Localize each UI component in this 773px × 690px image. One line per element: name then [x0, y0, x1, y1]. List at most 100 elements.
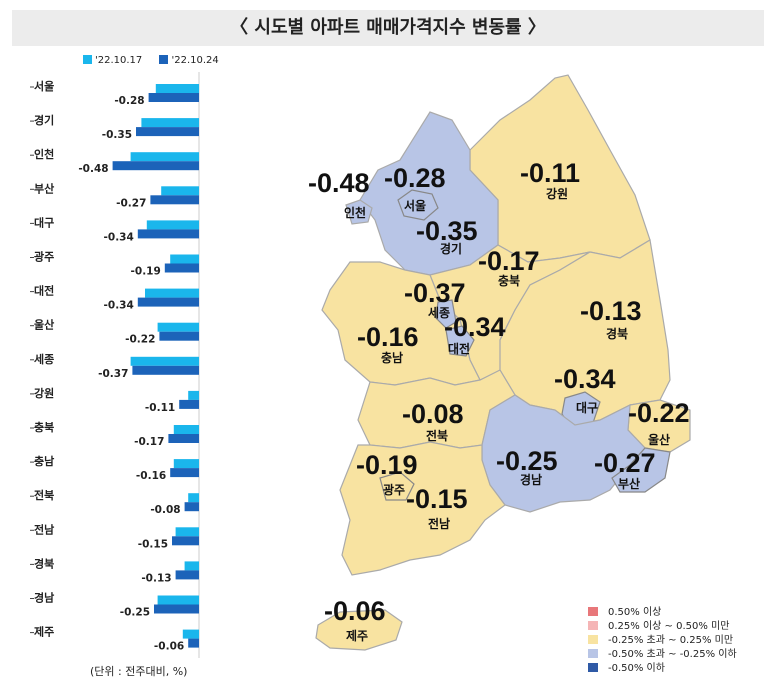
- bar-week1: [175, 527, 199, 537]
- bar-row-5: 광주 -0.19: [30, 251, 199, 278]
- bar-week1: [188, 390, 199, 400]
- map-legend-swatch: [588, 621, 598, 630]
- map-name-ulsan: 울산: [648, 432, 670, 447]
- map-value-ulsan: -0.22: [628, 398, 690, 428]
- map-legend-item: -0.50% 초과 ~ -0.25% 이하: [588, 648, 737, 662]
- region-seoul: [397, 189, 439, 221]
- map-value-gyeongnam: -0.25: [496, 446, 558, 476]
- category-label: 서울: [34, 79, 54, 93]
- category-label: 광주: [34, 251, 54, 264]
- bar-week1: [170, 254, 199, 264]
- bar-week2: [137, 297, 199, 307]
- map-value-jeju: -0.06: [324, 596, 386, 626]
- region-busan: [611, 447, 671, 493]
- bar-week1: [173, 459, 199, 469]
- category-label: 전남: [34, 522, 54, 536]
- legend-swatch-week1: [83, 55, 92, 64]
- bar-row-11: 충남 -0.16: [30, 454, 199, 482]
- legend-label-week1: '22.10.17: [95, 55, 143, 66]
- legend-label-week2: '22.10.24: [171, 55, 219, 66]
- bar-week1: [173, 425, 199, 434]
- bar-week1: [155, 84, 199, 93]
- map-value-chungbuk: -0.17: [478, 246, 540, 276]
- map-name-jeju: 제주: [346, 629, 368, 643]
- map-legend-label: -0.25% 초과 ~ 0.25% 미만: [608, 635, 734, 646]
- bar-week2: [148, 93, 199, 102]
- bar-week2: [168, 434, 199, 443]
- category-label: 충북: [34, 420, 54, 434]
- data-label: -0.17: [134, 436, 164, 448]
- bar-row-15: 경남 -0.25: [30, 591, 199, 619]
- category-label: 경북: [34, 556, 54, 570]
- data-label: -0.16: [136, 470, 166, 482]
- data-label: -0.19: [131, 266, 161, 278]
- bar-week2: [175, 570, 199, 580]
- bar-week2: [164, 263, 199, 273]
- bar-row-4: 대구 -0.34: [30, 215, 199, 243]
- bar-row-2: 인천 -0.48: [30, 147, 199, 175]
- category-label: 부산: [34, 181, 54, 195]
- data-label: -0.37: [98, 368, 128, 380]
- map-value-daegu: -0.34: [554, 364, 616, 394]
- data-label: -0.08: [150, 504, 180, 516]
- map-value-sejong: -0.37: [404, 278, 466, 308]
- bar-week1: [146, 220, 199, 230]
- data-label: -0.28: [114, 95, 144, 107]
- map-legend-item: 0.25% 이상 ~ 0.50% 미만: [588, 620, 737, 634]
- bar-week2: [112, 161, 199, 171]
- map-legend-label: 0.50% 이상: [608, 607, 662, 618]
- bar-week2: [150, 195, 199, 205]
- bar-week1: [184, 561, 199, 571]
- legend-item-week1: '22.10.17: [83, 55, 142, 66]
- category-label: 경기: [34, 113, 54, 127]
- map-value-chungnam: -0.16: [357, 322, 419, 352]
- map-name-jeonnam: 전남: [428, 516, 450, 531]
- data-label: -0.22: [125, 334, 155, 346]
- map-value-gyeonggi: -0.35: [416, 216, 478, 246]
- unit-note: (단위 : 전주대비, %): [90, 665, 188, 678]
- category-label: 대전: [34, 284, 54, 298]
- category-label: 제주: [34, 625, 54, 639]
- bar-chart: 서울 -0.28 경기 -0.35 인천 -0.48 부산 -0.27 대구 -0.34 광주 -0.…: [30, 72, 200, 658]
- bar-row-6: 대전 -0.34: [30, 284, 199, 312]
- bar-week2: [179, 399, 199, 409]
- bar-week2: [136, 127, 199, 137]
- map-legend-swatch: [588, 649, 598, 658]
- map-legend-swatch: [588, 635, 598, 644]
- map-value-gangwon: -0.11: [520, 158, 580, 188]
- bar-row-0: 서울 -0.28: [30, 79, 199, 107]
- bar-row-16: 제주 -0.06: [30, 625, 199, 653]
- map-legend-item: 0.50% 이상: [588, 606, 737, 620]
- bar-week1: [130, 356, 199, 366]
- bar-row-7: 울산 -0.22: [30, 318, 199, 346]
- bar-week2: [172, 536, 199, 546]
- bar-week1: [182, 629, 199, 639]
- data-label: -0.35: [102, 129, 132, 141]
- bar-week2: [154, 604, 199, 614]
- bar-row-13: 전남 -0.15: [30, 522, 199, 550]
- region-incheon: [345, 199, 373, 225]
- category-label: 경남: [34, 591, 54, 605]
- map-legend-item: -0.50% 이하: [588, 662, 737, 676]
- bar-row-9: 강원 -0.11: [30, 386, 199, 414]
- bar-week1: [161, 186, 199, 196]
- map-name-seoul: 서울: [404, 198, 426, 213]
- map-name-incheon: 인천: [344, 205, 366, 220]
- map-name-busan: 부산: [618, 476, 640, 491]
- map-value-seoul: -0.28: [384, 163, 446, 193]
- data-label: -0.25: [120, 607, 150, 619]
- data-label: -0.13: [141, 572, 171, 584]
- bar-row-12: 전북 -0.08: [30, 488, 199, 516]
- bar-week2: [184, 502, 199, 512]
- map-legend-item: -0.25% 초과 ~ 0.25% 미만: [588, 634, 737, 648]
- map-legend-swatch: [588, 663, 598, 672]
- bar-row-1: 경기 -0.35: [30, 113, 199, 141]
- bar-week1: [145, 288, 199, 298]
- region-sejong: [435, 299, 457, 329]
- region-jeonnam: [339, 441, 506, 576]
- bar-week2: [132, 365, 199, 375]
- map-name-sejong: 세종: [428, 305, 450, 320]
- bar-week1: [130, 152, 199, 162]
- bar-week1: [157, 322, 199, 332]
- map-name-daegu: 대구: [576, 401, 598, 415]
